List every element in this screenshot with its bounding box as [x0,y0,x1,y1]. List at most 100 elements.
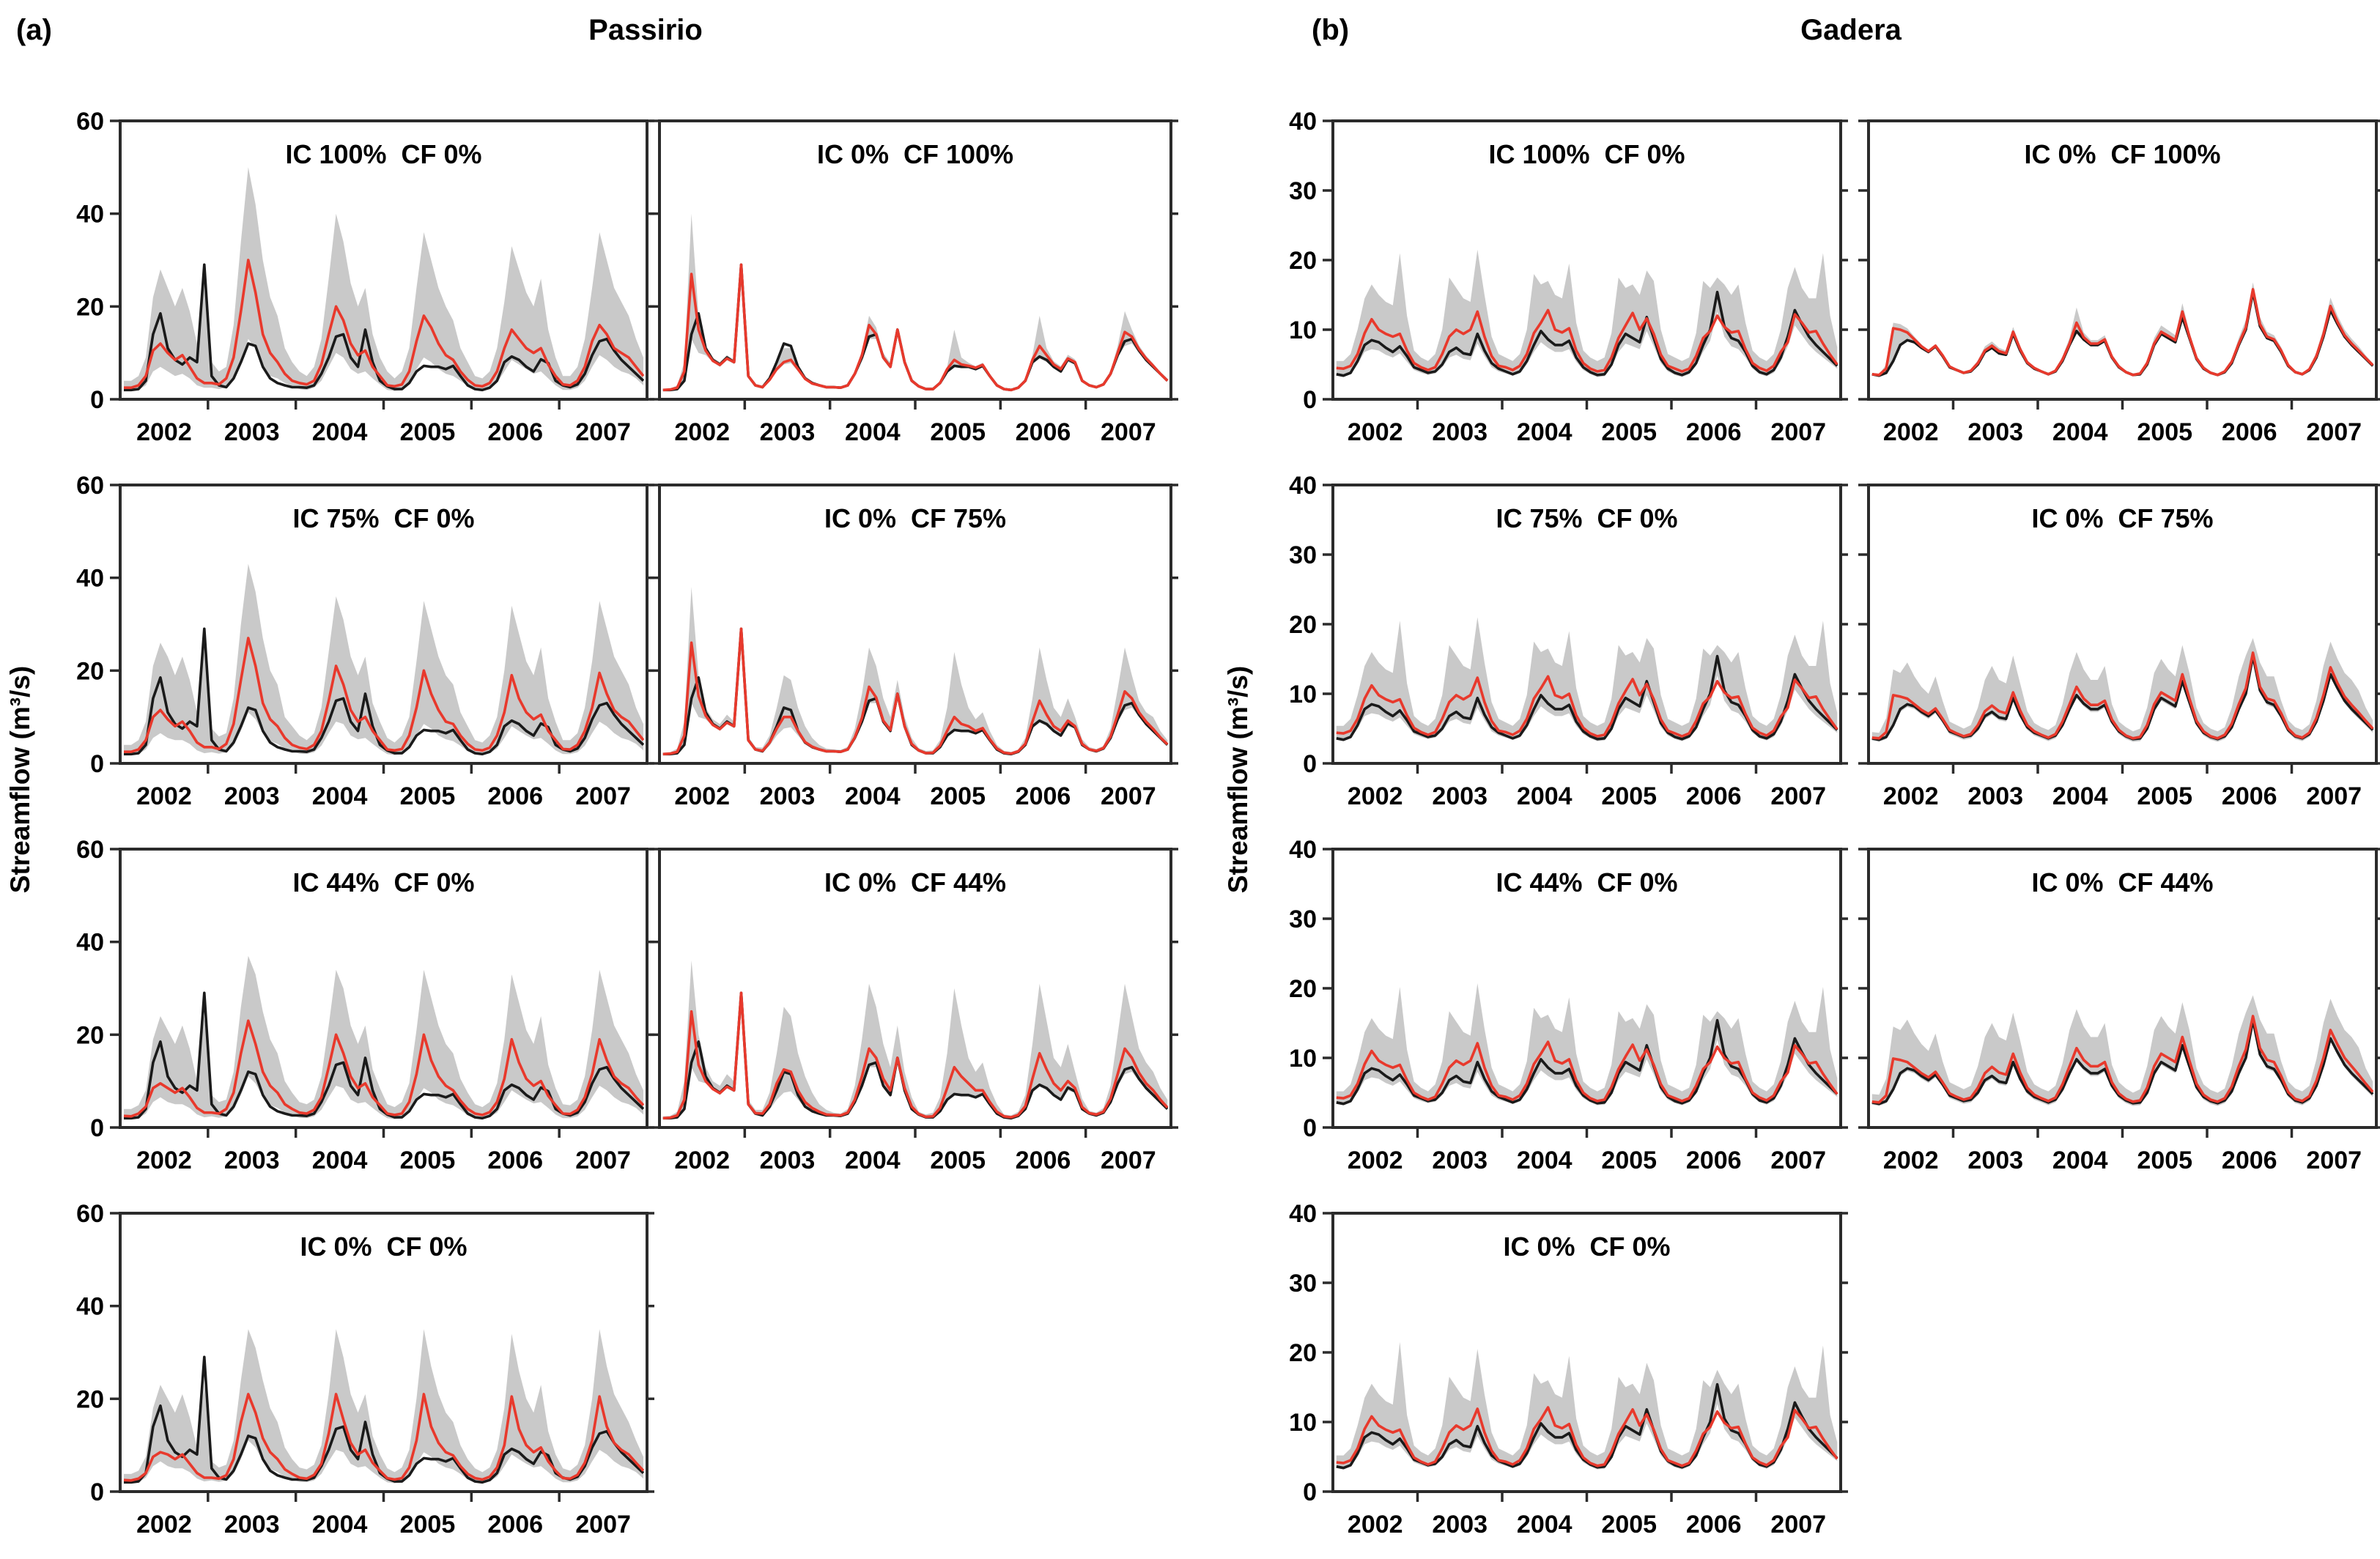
x-tick-label: 2002 [136,418,192,446]
x-tick-label: 2004 [2052,418,2108,446]
x-tick-label: 2005 [1601,1147,1657,1174]
uncertainty-band [662,960,1168,1119]
observed-line [1336,1018,1838,1106]
simulated-line [1336,1406,1838,1467]
simulated-line [1336,675,1838,738]
x-tick-label: 2006 [487,1511,543,1538]
uncertainty-band [124,563,643,755]
panel-title: IC 100% CF 0% [285,139,481,169]
y-axis [1858,484,2380,765]
panel-passirio-5: 2002 2003 2004 2005 2006 2007 IC 0% CF 44% [649,848,1178,1174]
x-axis: 2002 2003 2004 2005 2006 2007 [136,763,631,810]
uncertainty-band [1336,1341,1838,1470]
x-tick-label: 2004 [312,782,368,810]
y-tick-label: 20 [1289,247,1317,275]
x-tick-label: 2005 [400,782,456,810]
simulated-line [1336,308,1838,373]
uncertainty-band [662,587,1168,755]
x-tick-label: 2006 [487,782,543,810]
y-tick-label: 0 [90,386,104,414]
x-tick-label: 2006 [1686,1147,1742,1174]
y-axis [649,484,1178,765]
x-tick-label: 2007 [1770,1511,1826,1538]
x-tick-label: 2003 [224,1511,280,1538]
y-axis: 0 10 20 30 40 [1289,836,1848,1142]
x-tick-label: 2006 [2222,1147,2277,1174]
y-tick-label: 0 [1303,1114,1317,1142]
x-tick-label: 2002 [1883,418,1939,446]
x-tick-label: 2004 [312,1147,368,1174]
simulated-line [662,627,1169,756]
simulated-line [123,1393,645,1482]
x-axis: 2002 2003 2004 2005 2006 2007 [136,1492,631,1538]
panel-title: IC 0% CF 0% [300,1232,467,1262]
x-tick-label: 2005 [1601,782,1657,810]
panel-title: IC 0% CF 75% [2031,503,2213,533]
simulated-line [1871,651,2374,740]
y-tick-label: 30 [1289,541,1317,569]
panel-passirio-6: 2002 2003 2004 2005 2006 2007 0 20 40 60 IC 0% CF … [76,1200,654,1538]
y-tick-label: 20 [76,1385,104,1413]
uncertainty-band [124,167,643,391]
y-tick-label: 60 [76,836,104,864]
panel-title: IC 100% CF 0% [1488,139,1685,169]
y-tick-label: 20 [1289,975,1317,1003]
x-tick-label: 2005 [1601,418,1657,446]
x-tick-label: 2007 [1101,1147,1156,1174]
observed-line [124,263,645,392]
x-axis: 2002 2003 2004 2005 2006 2007 [1883,1127,2362,1174]
x-tick-label: 2002 [1348,1147,1403,1174]
y-tick-label: 10 [1289,316,1317,344]
panel-title: IC 0% CF 0% [1503,1232,1670,1262]
x-tick-label: 2005 [400,1147,456,1174]
x-tick-label: 2003 [1967,1147,2023,1174]
x-tick-label: 2007 [2306,782,2362,810]
x-tick-label: 2003 [1432,1147,1488,1174]
panel-title: IC 44% CF 0% [1496,867,1677,897]
x-tick-label: 2006 [487,418,543,446]
uncertainty-band [124,1329,643,1484]
x-tick-label: 2002 [674,1147,730,1174]
x-tick-label: 2003 [224,782,280,810]
catchment-title: Gadera [1800,14,1902,46]
panel-title: IC 75% CF 0% [1496,503,1677,533]
observed-line [1336,654,1838,741]
y-tick-label: 60 [76,108,104,136]
y-axis: 0 20 40 60 [76,836,654,1142]
x-tick-label: 2005 [400,418,456,446]
x-tick-label: 2005 [2137,782,2192,810]
y-tick-label: 20 [1289,1339,1317,1367]
x-tick-label: 2005 [400,1511,456,1538]
x-tick-label: 2007 [575,1147,631,1174]
x-tick-label: 2006 [1016,782,1071,810]
y-axis [649,119,1178,401]
y-tick-label: 60 [76,1200,104,1228]
panel-passirio-1: 2002 2003 2004 2005 2006 2007 IC 0% CF 100% [649,119,1178,446]
panel-title: IC 75% CF 0% [292,503,474,533]
x-axis: 2002 2003 2004 2005 2006 2007 [1348,763,1826,810]
x-tick-label: 2005 [930,1147,986,1174]
y-tick-label: 20 [1289,611,1317,639]
x-tick-label: 2004 [845,782,901,810]
x-tick-label: 2003 [224,418,280,446]
y-tick-label: 10 [1289,1045,1317,1073]
y-tick-label: 0 [90,750,104,778]
x-tick-label: 2006 [1686,418,1742,446]
x-tick-label: 2005 [2137,418,2192,446]
y-tick-label: 10 [1289,681,1317,708]
y-axis [1858,119,2380,401]
x-tick-label: 2004 [1517,1147,1572,1174]
x-tick-label: 2004 [845,418,901,446]
y-axis [1858,848,2380,1129]
panel-gadera-6: 2002 2003 2004 2005 2006 2007 0 10 20 30 40 IC 0% C… [1289,1200,1848,1538]
x-axis: 2002 2003 2004 2005 2006 2007 [1348,399,1826,446]
y-tick-label: 0 [90,1478,104,1506]
y-axis: 0 10 20 30 40 [1289,1200,1848,1506]
y-tick-label: 0 [1303,1478,1317,1506]
x-tick-label: 2006 [487,1147,543,1174]
x-tick-label: 2007 [1770,782,1826,810]
simulated-line [124,259,645,390]
x-axis: 2002 2003 2004 2005 2006 2007 [1348,1127,1826,1174]
panel-title: IC 0% CF 44% [824,867,1006,897]
